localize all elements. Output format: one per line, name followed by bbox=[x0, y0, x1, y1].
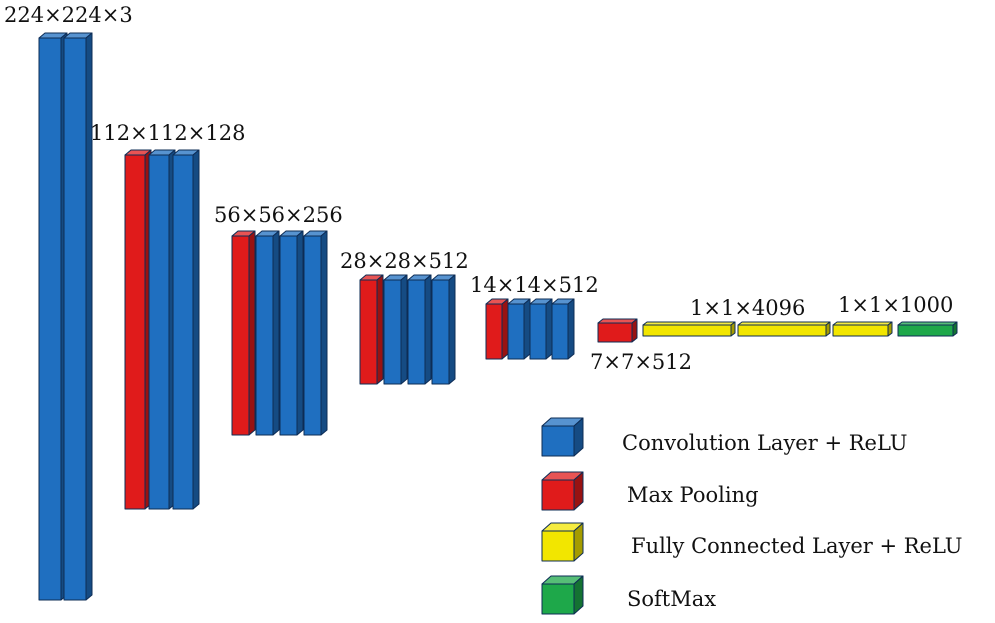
stage2-conv-block-3 bbox=[172, 149, 200, 510]
stage4-conv-block-4 bbox=[431, 274, 456, 385]
legend-label-conv: Convolution Layer + ReLU bbox=[622, 431, 907, 455]
stage-label-input: 224×224×3 bbox=[4, 3, 133, 27]
stage-label-pool5: 7×7×512 bbox=[590, 350, 692, 374]
stage3-conv-block-2 bbox=[255, 230, 280, 436]
legend-label-softmax: SoftMax bbox=[627, 587, 716, 611]
stage3-pool-block-1 bbox=[231, 230, 256, 436]
stage-label-block4: 28×28×512 bbox=[340, 249, 469, 273]
legend-icons bbox=[541, 417, 584, 615]
red-cube-icon bbox=[541, 471, 584, 511]
stage4-conv-block-3 bbox=[407, 274, 432, 385]
layer-blocks bbox=[38, 32, 958, 601]
stage-label-fc: 1×1×4096 bbox=[690, 296, 805, 320]
stage5-pool-block-1 bbox=[485, 298, 509, 360]
stage3-conv-block-4 bbox=[303, 230, 328, 436]
stage-labels: 224×224×3 112×112×128 56×56×256 28×28×51… bbox=[4, 3, 953, 374]
stage2-pool-block-1 bbox=[124, 149, 152, 510]
stage3-conv-block-3 bbox=[279, 230, 304, 436]
stage5-conv-block-4 bbox=[551, 298, 575, 360]
fc-block-2 bbox=[737, 321, 831, 337]
fc-block-3 bbox=[832, 321, 893, 337]
stage-label-softmax: 1×1×1000 bbox=[838, 293, 953, 317]
green-cube-icon bbox=[541, 575, 584, 615]
legend: Convolution Layer + ReLU Max Pooling Ful… bbox=[541, 417, 962, 615]
stage-label-block5: 14×14×512 bbox=[470, 273, 599, 297]
stage5-conv-block-3 bbox=[529, 298, 553, 360]
softmax-block bbox=[897, 321, 958, 337]
stage1-conv-block-2 bbox=[63, 32, 93, 601]
stage4-conv-block-2 bbox=[383, 274, 408, 385]
stage1-conv-block-1 bbox=[38, 32, 68, 601]
yellow-cube-icon bbox=[541, 522, 584, 562]
pool5-block bbox=[597, 318, 638, 343]
legend-label-fc: Fully Connected Layer + ReLU bbox=[631, 534, 962, 558]
legend-label-pool: Max Pooling bbox=[627, 483, 759, 507]
stage-label-block3: 56×56×256 bbox=[214, 203, 343, 227]
stage2-conv-block-2 bbox=[148, 149, 176, 510]
stage5-conv-block-2 bbox=[507, 298, 531, 360]
stage-label-block2: 112×112×128 bbox=[90, 121, 245, 145]
stage4-pool-block-1 bbox=[359, 274, 384, 385]
blue-cube-icon bbox=[541, 417, 584, 457]
fc-block-1 bbox=[642, 321, 736, 337]
